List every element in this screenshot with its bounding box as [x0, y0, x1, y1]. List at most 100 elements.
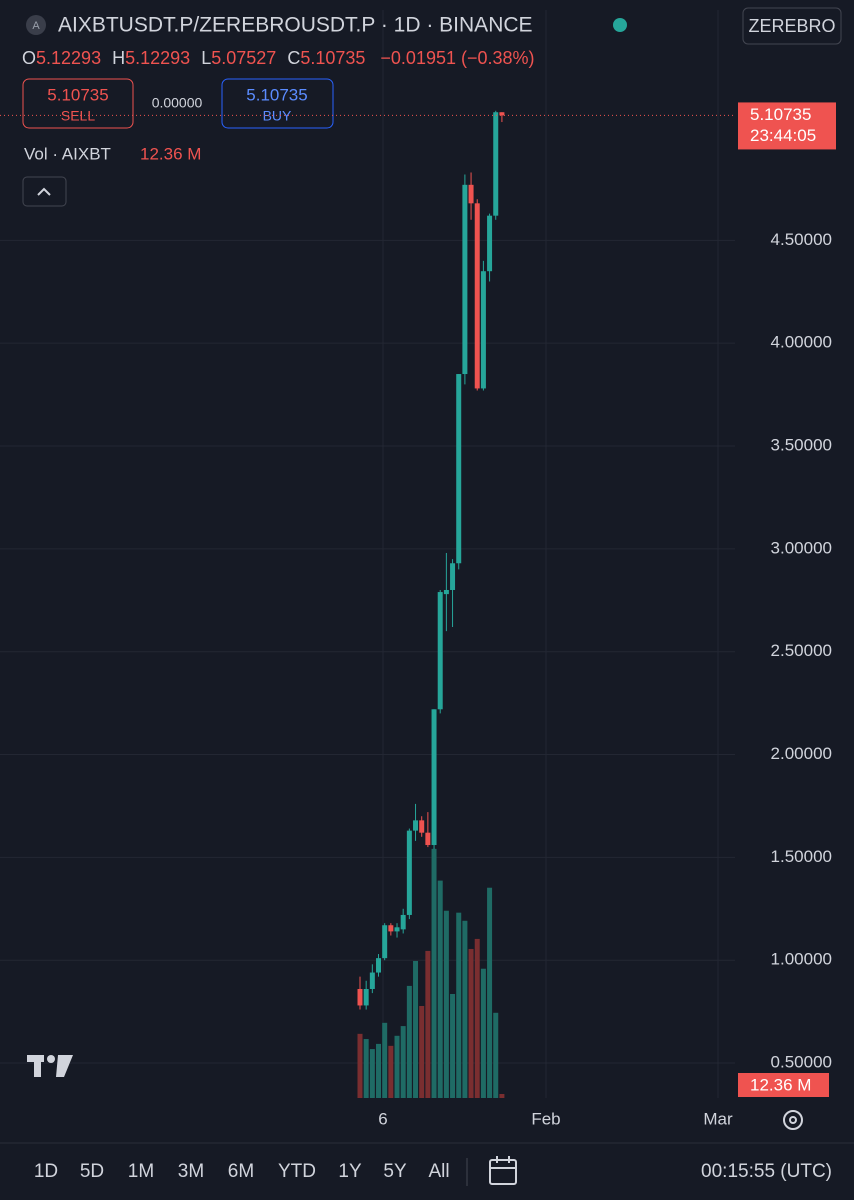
range-button[interactable]: 3M: [178, 1161, 204, 1182]
candle-body: [382, 925, 388, 959]
y-tick-label: 3.00000: [771, 538, 832, 557]
volume-bar: [499, 1093, 505, 1098]
candle-body: [480, 271, 486, 389]
volume-bar: [382, 1022, 388, 1098]
candle-body: [419, 820, 425, 833]
buy-button[interactable]: [221, 78, 334, 129]
y-tick-label: 3.50000: [771, 436, 832, 455]
collapse-button[interactable]: [22, 176, 67, 207]
volume-value: 12.36 M: [140, 144, 201, 163]
price-tag-value: 5.10735: [750, 105, 811, 124]
candle-body: [363, 988, 369, 1006]
volume-bar: [388, 1045, 394, 1098]
candle-body: [388, 925, 394, 932]
change: −0.01951 (−0.38%): [380, 48, 534, 68]
candle-body: [400, 914, 406, 930]
range-button[interactable]: 1Y: [338, 1161, 362, 1182]
buy-price[interactable]: 5.10735: [246, 85, 307, 104]
symbol-icon: [26, 15, 46, 35]
volume-bar: [431, 848, 437, 1098]
y-tick-label: 2.50000: [771, 641, 832, 660]
candle-body: [468, 184, 474, 204]
volume-bar: [468, 948, 474, 1098]
volume-bar: [493, 1012, 499, 1098]
candle-body: [369, 972, 375, 989]
volume-bar: [419, 1005, 425, 1098]
volume-bar: [413, 960, 419, 1098]
volume-bar: [437, 880, 443, 1098]
y-tick-label: 0.50000: [771, 1053, 832, 1072]
volume-bar: [406, 985, 412, 1098]
c-label: C: [287, 48, 300, 68]
candle-body: [431, 709, 437, 846]
range-button[interactable]: 1M: [128, 1161, 154, 1182]
sell-label[interactable]: SELL: [61, 108, 95, 124]
volume-bar: [456, 912, 462, 1098]
volume-bar: [487, 887, 493, 1098]
candle-body: [450, 563, 456, 590]
volume-bar: [394, 1035, 400, 1098]
range-button[interactable]: 5Y: [383, 1161, 407, 1182]
candle-body: [394, 927, 400, 932]
y-tick-label: 2.00000: [771, 744, 832, 763]
l-value: 5.07527: [211, 48, 276, 68]
compare-label[interactable]: ZEREBRO: [748, 16, 835, 36]
candle-body: [474, 203, 480, 389]
o-label: O: [22, 48, 36, 68]
y-tick-label: 4.50000: [771, 230, 832, 249]
grid: [0, 10, 735, 1098]
l-label: L: [201, 48, 211, 68]
buy-label[interactable]: BUY: [263, 108, 292, 124]
icon-letter: A: [32, 20, 40, 32]
volume-bar: [400, 1026, 406, 1098]
sell-button[interactable]: [22, 78, 134, 129]
ohlc: O5.12293 H5.12293 L5.07527 C5.10735 −0.0…: [22, 48, 535, 68]
volume-bar: [369, 1049, 375, 1098]
candle-body: [443, 589, 449, 595]
sell-price[interactable]: 5.10735: [47, 85, 108, 104]
price-tag: [738, 102, 836, 150]
symbol: AIXBTUSDT.P/ZEREBROUSDT.P · 1D · BINANCE: [58, 14, 533, 37]
tv-logo: [27, 1055, 73, 1077]
volume-bar: [357, 1033, 363, 1098]
volume-tag-value: 12.36 M: [750, 1075, 811, 1094]
range-button[interactable]: All: [428, 1161, 449, 1182]
candle-body: [376, 958, 382, 973]
candle-body: [406, 830, 412, 915]
candle-body: [425, 832, 431, 846]
volume-bar: [363, 1039, 369, 1098]
calendar-icon[interactable]: [489, 1156, 517, 1185]
h-label: H: [112, 48, 125, 68]
range-button[interactable]: 5D: [80, 1161, 104, 1182]
volume-bar: [450, 993, 456, 1098]
spread: 0.00000: [152, 95, 203, 111]
x-tick-label: Mar: [703, 1109, 733, 1128]
volume-bar: [443, 910, 449, 1098]
candle-body: [413, 820, 419, 831]
volume-name: Vol · AIXBT: [24, 144, 111, 163]
price-tag-countdown: 23:44:05: [750, 126, 816, 145]
clock: 00:15:55 (UTC): [701, 1161, 832, 1182]
y-tick-label: 4.00000: [771, 333, 832, 352]
candle-body: [493, 112, 499, 216]
volume-bar: [376, 1043, 382, 1098]
y-tick-label: 1.50000: [771, 847, 832, 866]
c-value: 5.10735: [300, 48, 365, 68]
x-tick-label: 6: [378, 1109, 387, 1128]
candle-body: [357, 988, 363, 1006]
h-value: 5.12293: [125, 48, 190, 68]
volume-bar: [474, 938, 480, 1098]
candle-body: [487, 215, 493, 272]
status-dot: [613, 18, 627, 32]
range-button[interactable]: YTD: [278, 1161, 316, 1182]
settings-icon[interactable]: [783, 1110, 803, 1130]
range-button[interactable]: 1D: [34, 1161, 58, 1182]
x-tick-label: Feb: [531, 1109, 560, 1128]
candle-body: [462, 184, 468, 375]
volume-bar: [462, 920, 468, 1098]
compare-button[interactable]: [742, 7, 842, 45]
candle-body: [499, 112, 505, 116]
range-button[interactable]: 6M: [228, 1161, 254, 1182]
